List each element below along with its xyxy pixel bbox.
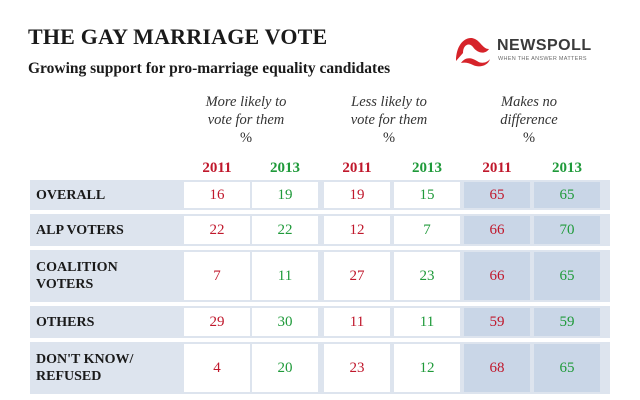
table-cell-bg — [252, 344, 318, 392]
column-group-header: Makes no difference% — [459, 93, 599, 147]
table-cell-bg — [534, 252, 600, 300]
column-group-header: Less likely to vote for them% — [319, 93, 459, 147]
year-header: 2011 — [482, 160, 512, 176]
table-cell-value: 16 — [209, 186, 225, 203]
table-cell-bg — [394, 252, 460, 300]
newspoll-swoosh-icon — [456, 37, 490, 67]
table-cell-value: 23 — [419, 267, 435, 284]
table-cell-bg — [324, 182, 390, 208]
chart-title: THE GAY MARRIAGE VOTE — [28, 24, 328, 49]
table-cell-bg — [184, 182, 250, 208]
table-cell-value: 30 — [277, 313, 293, 330]
row-label: COALITION VOTERS — [36, 250, 118, 302]
year-header: 2013 — [552, 160, 582, 176]
table-cell-value: 70 — [559, 221, 575, 238]
column-group-header-line: More likely to — [205, 94, 287, 110]
table-cell-value: 22 — [209, 221, 225, 238]
table-cell-bg — [252, 216, 318, 244]
table-cell-value: 65 — [559, 267, 575, 284]
row-label: OVERALL — [36, 180, 105, 210]
table-cell-bg — [464, 216, 530, 244]
row-label: DON'T KNOW/ REFUSED — [36, 342, 133, 394]
column-unit-label: % — [522, 130, 536, 146]
table-cell-bg — [394, 344, 460, 392]
table-cell-bg — [324, 308, 390, 336]
table-cell-value: 66 — [489, 267, 505, 284]
table-cell-bg — [324, 216, 390, 244]
table-cell-value: 59 — [559, 313, 575, 330]
row-label-text: OVERALL — [36, 187, 106, 203]
table-cell-value: 65 — [559, 359, 575, 376]
table-cell-bg — [184, 252, 250, 300]
table-cell-bg — [184, 216, 250, 244]
column-group-header-line: vote for them — [207, 112, 285, 128]
row-label-text: COALITION VOTERS — [36, 260, 118, 292]
table-cell-bg — [324, 344, 390, 392]
table-cell-bg — [394, 308, 460, 336]
table-cell-value: 11 — [419, 313, 435, 330]
row-label-text: ALP VOTERS — [36, 222, 124, 238]
table-cell-bg — [464, 344, 530, 392]
table-cell-value: 29 — [209, 313, 225, 330]
table-cell-bg — [464, 182, 530, 208]
table-cell-value: 68 — [489, 359, 505, 376]
logo-name: NEWSPOLL — [497, 37, 592, 54]
year-header: 2011 — [202, 160, 232, 176]
table-cell-bg — [534, 308, 600, 336]
row-label-text: DON'T KNOW/ REFUSED — [36, 352, 134, 384]
table-cell-bg — [252, 182, 318, 208]
table-cell-bg — [252, 308, 318, 336]
table-cell-bg — [534, 182, 600, 208]
table-cell-bg — [534, 216, 600, 244]
year-header: 2013 — [270, 160, 300, 176]
table-cell-value: 7 — [423, 221, 431, 238]
year-header: 2013 — [412, 160, 442, 176]
table-cell-value: 23 — [349, 359, 365, 376]
newspoll-logo: NEWSPOLL WHEN THE ANSWER MATTERS — [453, 33, 623, 73]
table-cell-bg — [534, 344, 600, 392]
table-cell-bg — [324, 252, 390, 300]
table-cell-bg — [464, 252, 530, 300]
column-unit-label: % — [239, 130, 253, 146]
table-cell-value: 59 — [489, 313, 505, 330]
table-cell-value: 12 — [349, 221, 365, 238]
column-group-header-line: difference — [500, 112, 558, 128]
column-group-header-line: Makes no — [501, 94, 557, 110]
column-group-header-line: vote for them — [350, 112, 428, 128]
row-label-text: OTHERS — [36, 314, 95, 330]
table-cell-value: 11 — [277, 267, 293, 284]
table-cell-value: 65 — [489, 186, 505, 203]
table-cell-bg — [394, 182, 460, 208]
table-cell-bg — [252, 252, 318, 300]
row-label: ALP VOTERS — [36, 214, 124, 246]
column-group-header: More likely to vote for them% — [176, 93, 316, 147]
column-unit-label: % — [382, 130, 396, 146]
table-cell-value: 4 — [213, 359, 221, 376]
table-cell-value: 27 — [349, 267, 365, 284]
row-label: OTHERS — [36, 306, 94, 338]
table-cell-bg — [184, 308, 250, 336]
table-cell-value: 7 — [213, 267, 221, 284]
chart-subtitle: Growing support for pro-marriage equalit… — [28, 60, 391, 77]
table-cell-value: 15 — [419, 186, 435, 203]
table-cell-value: 65 — [559, 186, 575, 203]
table-cell-bg — [394, 216, 460, 244]
table-cell-value: 20 — [277, 359, 293, 376]
year-header: 2011 — [342, 160, 372, 176]
table-cell-value: 66 — [489, 221, 505, 238]
table-cell-value: 19 — [349, 186, 365, 203]
table-cell-value: 11 — [349, 313, 365, 330]
table-cell-value: 12 — [419, 359, 435, 376]
table-cell-bg — [184, 344, 250, 392]
table-cell-bg — [464, 308, 530, 336]
table-cell-value: 22 — [277, 221, 293, 238]
column-group-header-line: Less likely to — [351, 94, 427, 110]
logo-tagline: WHEN THE ANSWER MATTERS — [498, 56, 587, 62]
table-cell-value: 19 — [277, 186, 293, 203]
